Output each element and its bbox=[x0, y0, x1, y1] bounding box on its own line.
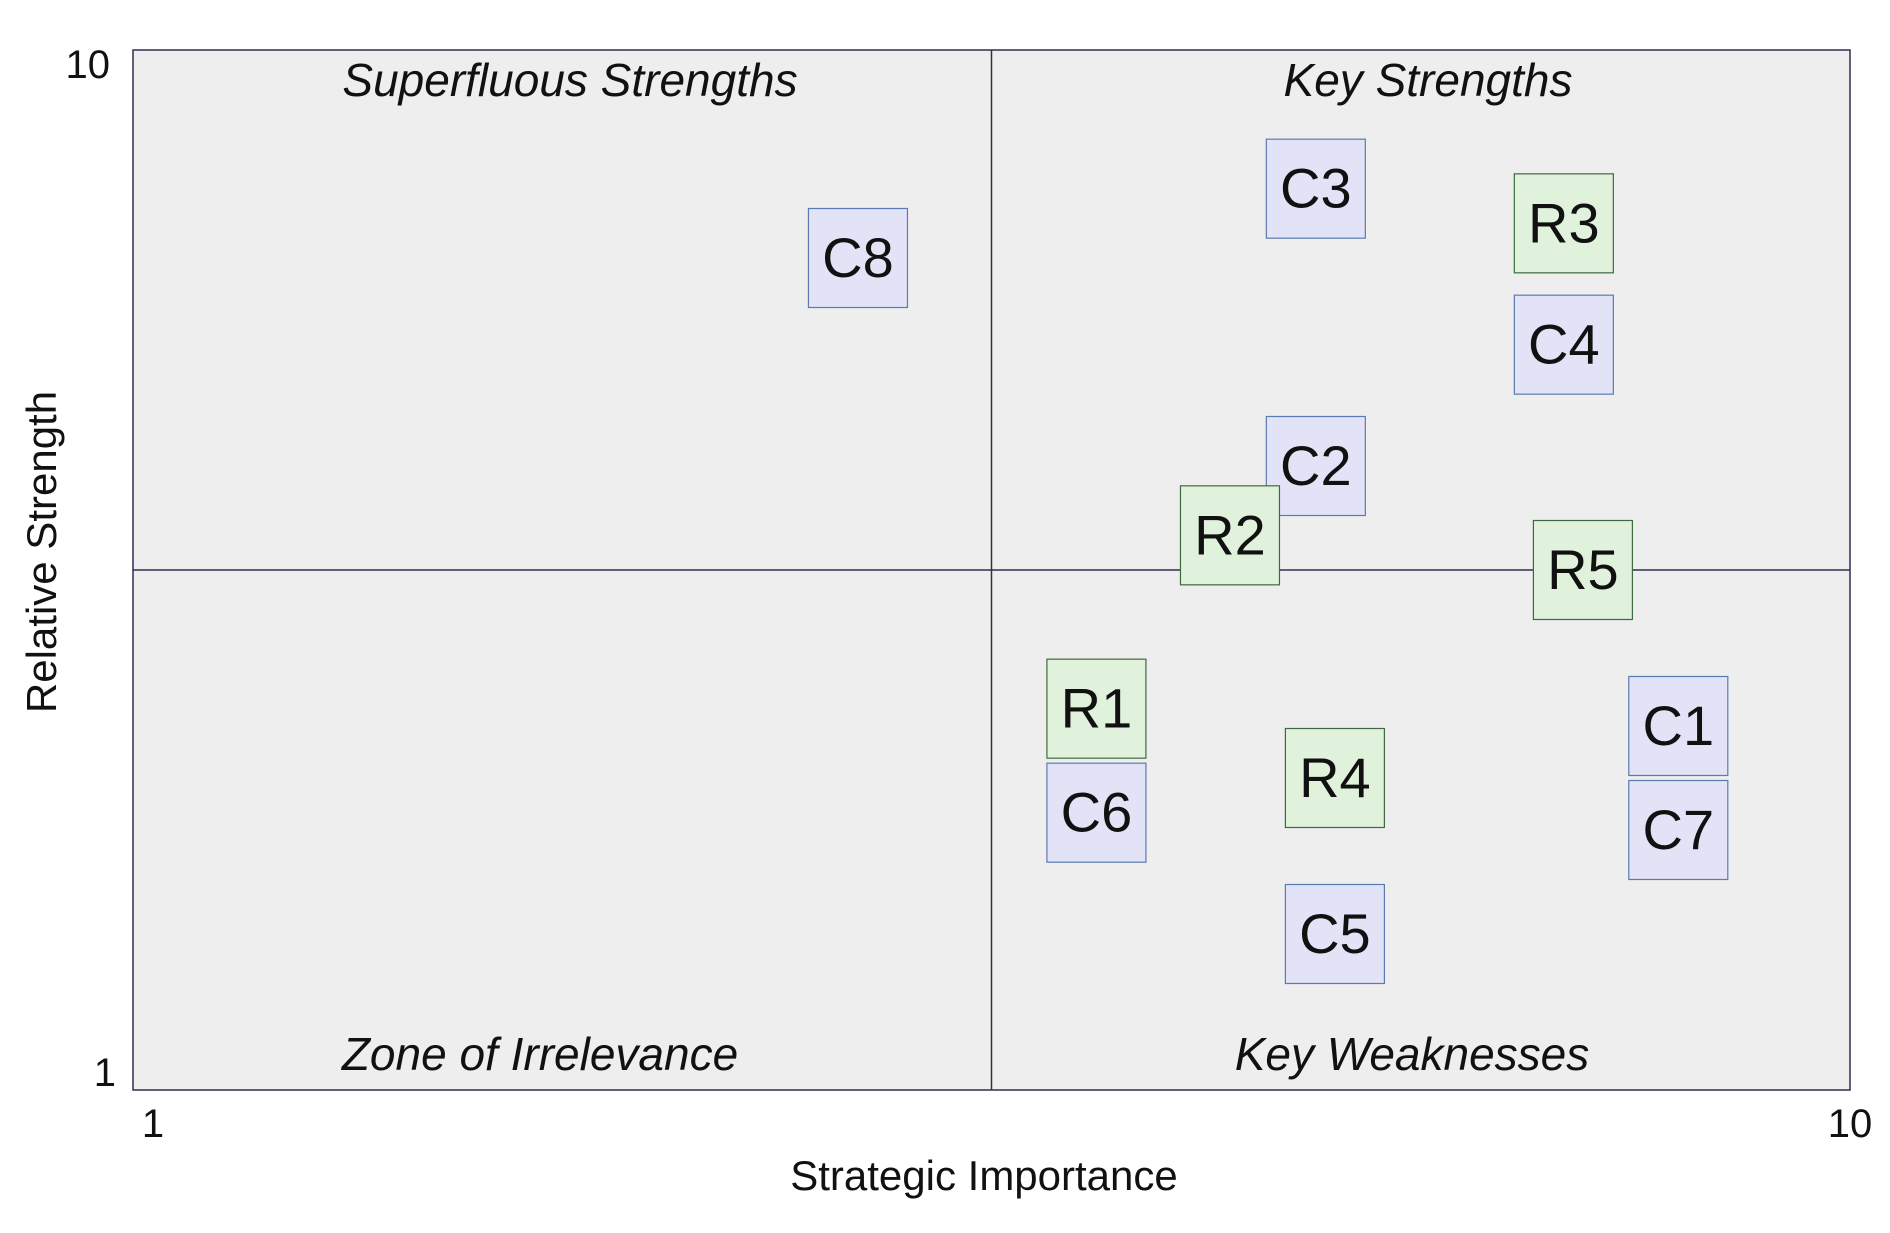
quadrant-label-key-strengths: Key Strengths bbox=[1284, 54, 1573, 106]
plot-frame bbox=[132, 49, 1851, 1091]
point-c1: C1 bbox=[1628, 675, 1729, 777]
point-r5: R5 bbox=[1532, 519, 1634, 621]
point-label: C8 bbox=[822, 226, 894, 289]
point-c4: C4 bbox=[1513, 294, 1614, 395]
point-marker bbox=[1046, 658, 1147, 759]
point-c6: C6 bbox=[1046, 762, 1147, 863]
quadrant-label-key-weaknesses: Key Weaknesses bbox=[1235, 1028, 1590, 1080]
point-c8: C8 bbox=[807, 207, 909, 309]
quadrant-label-zone-of-irrelevance: Zone of Irrelevance bbox=[341, 1028, 738, 1080]
point-label: R1 bbox=[1061, 677, 1133, 740]
point-label: C5 bbox=[1299, 902, 1371, 965]
quadrant-label-superfluous-strengths: Superfluous Strengths bbox=[342, 54, 797, 106]
point-label: R5 bbox=[1547, 538, 1619, 601]
y-tick-label-min: 1 bbox=[94, 1051, 116, 1095]
point-marker bbox=[807, 207, 909, 309]
x-tick-label-max: 10 bbox=[1828, 1102, 1873, 1146]
point-r4: R4 bbox=[1284, 727, 1386, 829]
point-label: C6 bbox=[1061, 781, 1133, 844]
x-axis-label: Strategic Importance bbox=[790, 1152, 1178, 1199]
point-marker bbox=[1628, 675, 1729, 777]
point-marker bbox=[1265, 138, 1366, 239]
point-marker bbox=[1179, 485, 1281, 586]
point-label: R2 bbox=[1194, 503, 1266, 566]
point-label: C3 bbox=[1280, 157, 1352, 220]
point-label: C7 bbox=[1643, 798, 1715, 861]
point-label: C4 bbox=[1528, 313, 1600, 376]
point-marker bbox=[1532, 519, 1634, 621]
point-label: R3 bbox=[1528, 191, 1600, 254]
point-c3: C3 bbox=[1265, 138, 1366, 239]
point-r3: R3 bbox=[1513, 173, 1614, 274]
point-marker bbox=[1284, 883, 1386, 985]
point-marker bbox=[1265, 415, 1366, 517]
point-r2: R2 bbox=[1179, 485, 1281, 586]
point-r1: R1 bbox=[1046, 658, 1147, 759]
x-tick-label-min: 1 bbox=[142, 1102, 164, 1146]
point-c2: C2 bbox=[1265, 415, 1366, 517]
point-marker bbox=[1284, 727, 1386, 829]
point-label: C1 bbox=[1643, 694, 1715, 757]
point-marker bbox=[1513, 173, 1614, 274]
point-label: C2 bbox=[1280, 434, 1352, 497]
point-marker bbox=[1513, 294, 1614, 395]
point-label: R4 bbox=[1299, 746, 1371, 809]
y-axis-label: Relative Strength bbox=[18, 391, 65, 713]
point-c7: C7 bbox=[1628, 779, 1729, 881]
y-tick-label-max: 10 bbox=[66, 43, 111, 87]
point-c5: C5 bbox=[1284, 883, 1386, 985]
point-marker bbox=[1628, 779, 1729, 881]
point-marker bbox=[1046, 762, 1147, 863]
